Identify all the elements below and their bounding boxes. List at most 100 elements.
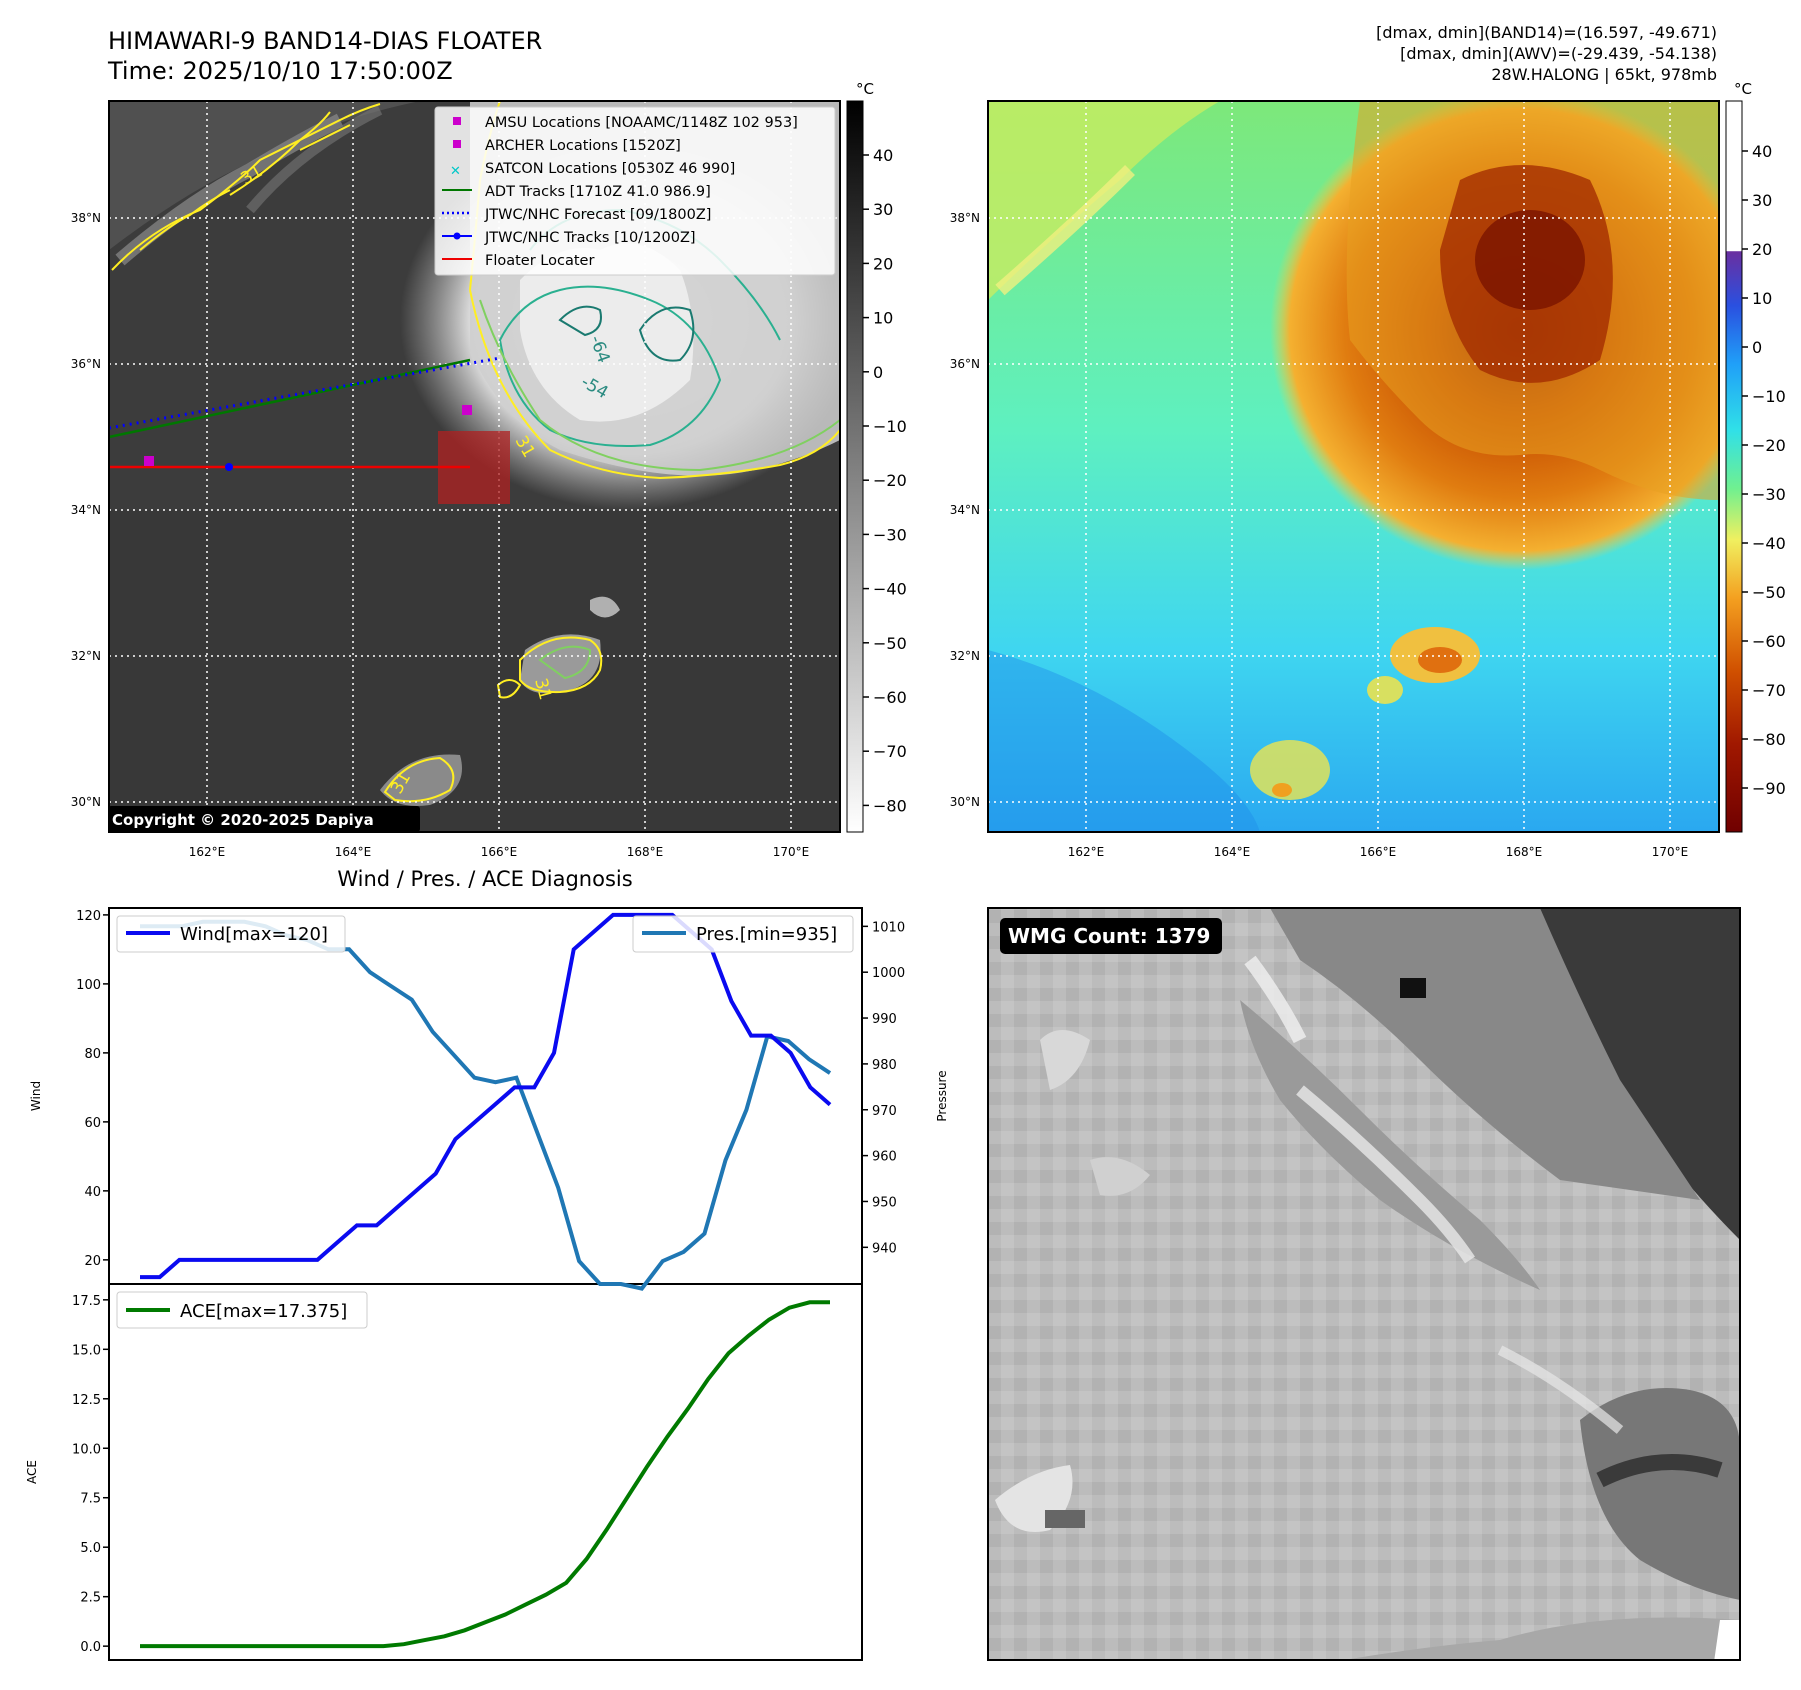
stats-line-band14: [dmax, dmin](BAND14)=(16.597, -49.671) <box>1376 23 1717 42</box>
ir-lon-labels: 162°E 164°E 166°E 168°E 170°E <box>189 845 810 859</box>
colorbar-tick-label: 40 <box>873 146 893 165</box>
axis-tick-label: 60 <box>84 1116 101 1131</box>
axis-tick-label: 970 <box>872 1104 897 1119</box>
axis-tick-label: 940 <box>872 1241 897 1256</box>
colorbar-tick-label: −60 <box>1752 632 1786 651</box>
lon-label: 168°E <box>1506 845 1543 859</box>
lat-label: 32°N <box>950 649 980 663</box>
wind-pressure-axes <box>108 907 863 1285</box>
colorbar-tick-label: 20 <box>1752 240 1772 259</box>
lon-label: 162°E <box>1068 845 1105 859</box>
axis-tick-label: 20 <box>84 1254 101 1269</box>
wind-legend: Wind[max=120] <box>116 915 346 953</box>
diagnosis-title: Wind / Pres. / ACE Diagnosis <box>337 867 632 891</box>
ir-map-panel: -64 -54 31 31 31 31 ✕ <box>71 100 841 859</box>
amsu-marker <box>144 456 154 466</box>
legend-dot-icon <box>453 232 461 240</box>
legend-label: JTWC/NHC Forecast [09/1800Z] <box>484 207 711 223</box>
axis-tick-label: 990 <box>872 1012 897 1027</box>
colorbar-tick-label: −20 <box>873 471 907 490</box>
axis-tick-label: 17.5 <box>72 1294 101 1309</box>
colorbar-tick-label: −40 <box>1752 534 1786 553</box>
title-text: HIMAWARI-9 BAND14-DIAS FLOATER <box>108 27 543 55</box>
lon-label: 166°E <box>1360 845 1397 859</box>
colorbar-tick-label: 10 <box>873 309 893 328</box>
wv-gridlines <box>988 101 1719 832</box>
pressure-y-ticks: 940 950 960 970 980 990 1000 1010 <box>862 920 905 1256</box>
copyright-badge <box>108 806 420 832</box>
axis-tick-label: 12.5 <box>72 1393 101 1408</box>
legend-label: ARCHER Locations [1520Z] <box>485 138 681 154</box>
time-text: Time: 2025/10/10 17:50:00Z <box>108 57 453 85</box>
lat-label: 36°N <box>71 357 101 371</box>
colorbar-tick-label: 30 <box>1752 191 1772 210</box>
ir-colorbar: °C 40 30 20 10 0 −10 −20 −30 −40 −50 −60 −70 −80 <box>846 80 907 833</box>
axis-tick-label: 960 <box>872 1150 897 1165</box>
axis-tick-label: 2.5 <box>80 1591 101 1606</box>
ace-y-label: ACE <box>25 1460 39 1484</box>
wv-lon-labels: 162°E 164°E 166°E 168°E 170°E <box>1068 845 1689 859</box>
ace-axes <box>108 1283 863 1661</box>
colorbar-tick-label: 0 <box>1752 338 1762 357</box>
lon-label: 168°E <box>627 845 664 859</box>
colorbar-tick-label: −50 <box>873 634 907 653</box>
wind-y-label: Wind <box>29 1081 43 1111</box>
storm-info: 28W.HALONG | 65kt, 978mb <box>1491 65 1717 84</box>
axis-tick-label: 10.0 <box>72 1442 101 1457</box>
lat-label: 32°N <box>71 649 101 663</box>
ace-legend-text: ACE[max=17.375] <box>180 1301 347 1322</box>
pressure-legend: Pres.[min=935] <box>632 915 854 953</box>
colorbar-tick-label: −90 <box>1752 779 1786 798</box>
axis-tick-label: 950 <box>872 1195 897 1210</box>
colorbar-tick-label: −70 <box>873 742 907 761</box>
lat-label: 34°N <box>950 503 980 517</box>
colorbar-tick-label: 0 <box>873 363 883 382</box>
axis-tick-label: 15.0 <box>72 1343 101 1358</box>
wind-y-ticks: 20 40 60 80 100 120 <box>76 909 109 1269</box>
ir-frame <box>108 100 841 833</box>
lon-label: 164°E <box>1214 845 1251 859</box>
lon-label: 170°E <box>773 845 810 859</box>
axis-tick-label: 100 <box>76 978 101 993</box>
lon-label: 164°E <box>335 845 372 859</box>
wmg-count-text: WMG Count: 1379 <box>1008 924 1210 948</box>
legend-label: JTWC/NHC Tracks [10/1200Z] <box>484 230 696 246</box>
colorbar-tick-label: −80 <box>873 796 907 815</box>
stats-line-awv: [dmax, dmin](AWV)=(-29.439, -54.138) <box>1400 44 1717 63</box>
axis-tick-label: 40 <box>84 1185 101 1200</box>
jtwc-track-point <box>225 463 233 471</box>
axis-tick-label: 120 <box>76 909 101 924</box>
wv-frame <box>987 100 1720 833</box>
colorbar-tick-label: −20 <box>1752 436 1786 455</box>
ir-imagery <box>109 101 840 832</box>
stats-block: [dmax, dmin](BAND14)=(16.597, -49.671) [… <box>1376 22 1717 85</box>
legend-label: Floater Locater <box>485 253 594 269</box>
colorbar-tick-label: −60 <box>873 688 907 707</box>
wmg-frame <box>987 907 1741 1661</box>
axis-tick-label: 0.0 <box>80 1640 101 1655</box>
wv-lat-labels: 38°N 36°N 34°N 32°N 30°N <box>950 211 980 809</box>
legend-square-icon <box>453 117 461 125</box>
colorbar-tick-label: −30 <box>1752 485 1786 504</box>
diagnosis-panel: Wind / Pres. / ACE Diagnosis 20 40 60 80 100… <box>25 867 949 1661</box>
lat-label: 38°N <box>950 211 980 225</box>
colorbar-tick-label: −40 <box>873 580 907 599</box>
axis-tick-label: 80 <box>84 1047 101 1062</box>
wv-colorbar-scale <box>1725 100 1743 833</box>
colorbar-tick-label: 30 <box>873 200 893 219</box>
wv-map-panel: 38°N 36°N 34°N 32°N 30°N 162°E 164°E 166… <box>950 100 1720 859</box>
ir-lat-labels: 38°N 36°N 34°N 32°N 30°N <box>71 211 101 809</box>
wv-colorbar: °C 40 30 20 10 0 −10 −20 −30 −40 −50 −60 −70 −80 −90 <box>1725 80 1786 833</box>
legend-label: AMSU Locations [NOAAMC/1148Z 102 953] <box>485 115 798 131</box>
legend-label: SATCON Locations [0530Z 46 990] <box>485 161 735 177</box>
axis-tick-label: 5.0 <box>80 1541 101 1556</box>
ace-legend: ACE[max=17.375] <box>116 1291 368 1329</box>
colorbar-tick-label: −50 <box>1752 583 1786 602</box>
lat-label: 30°N <box>71 795 101 809</box>
wv-colorbar-ticks: 40 30 20 10 0 −10 −20 −30 −40 −50 −60 −70 −80 −90 <box>1742 142 1786 798</box>
wmg-imagery <box>995 908 1740 1660</box>
axis-tick-label: 7.5 <box>80 1492 101 1507</box>
wind-legend-text: Wind[max=120] <box>180 924 328 945</box>
legend-cross-icon: ✕ <box>450 164 461 179</box>
